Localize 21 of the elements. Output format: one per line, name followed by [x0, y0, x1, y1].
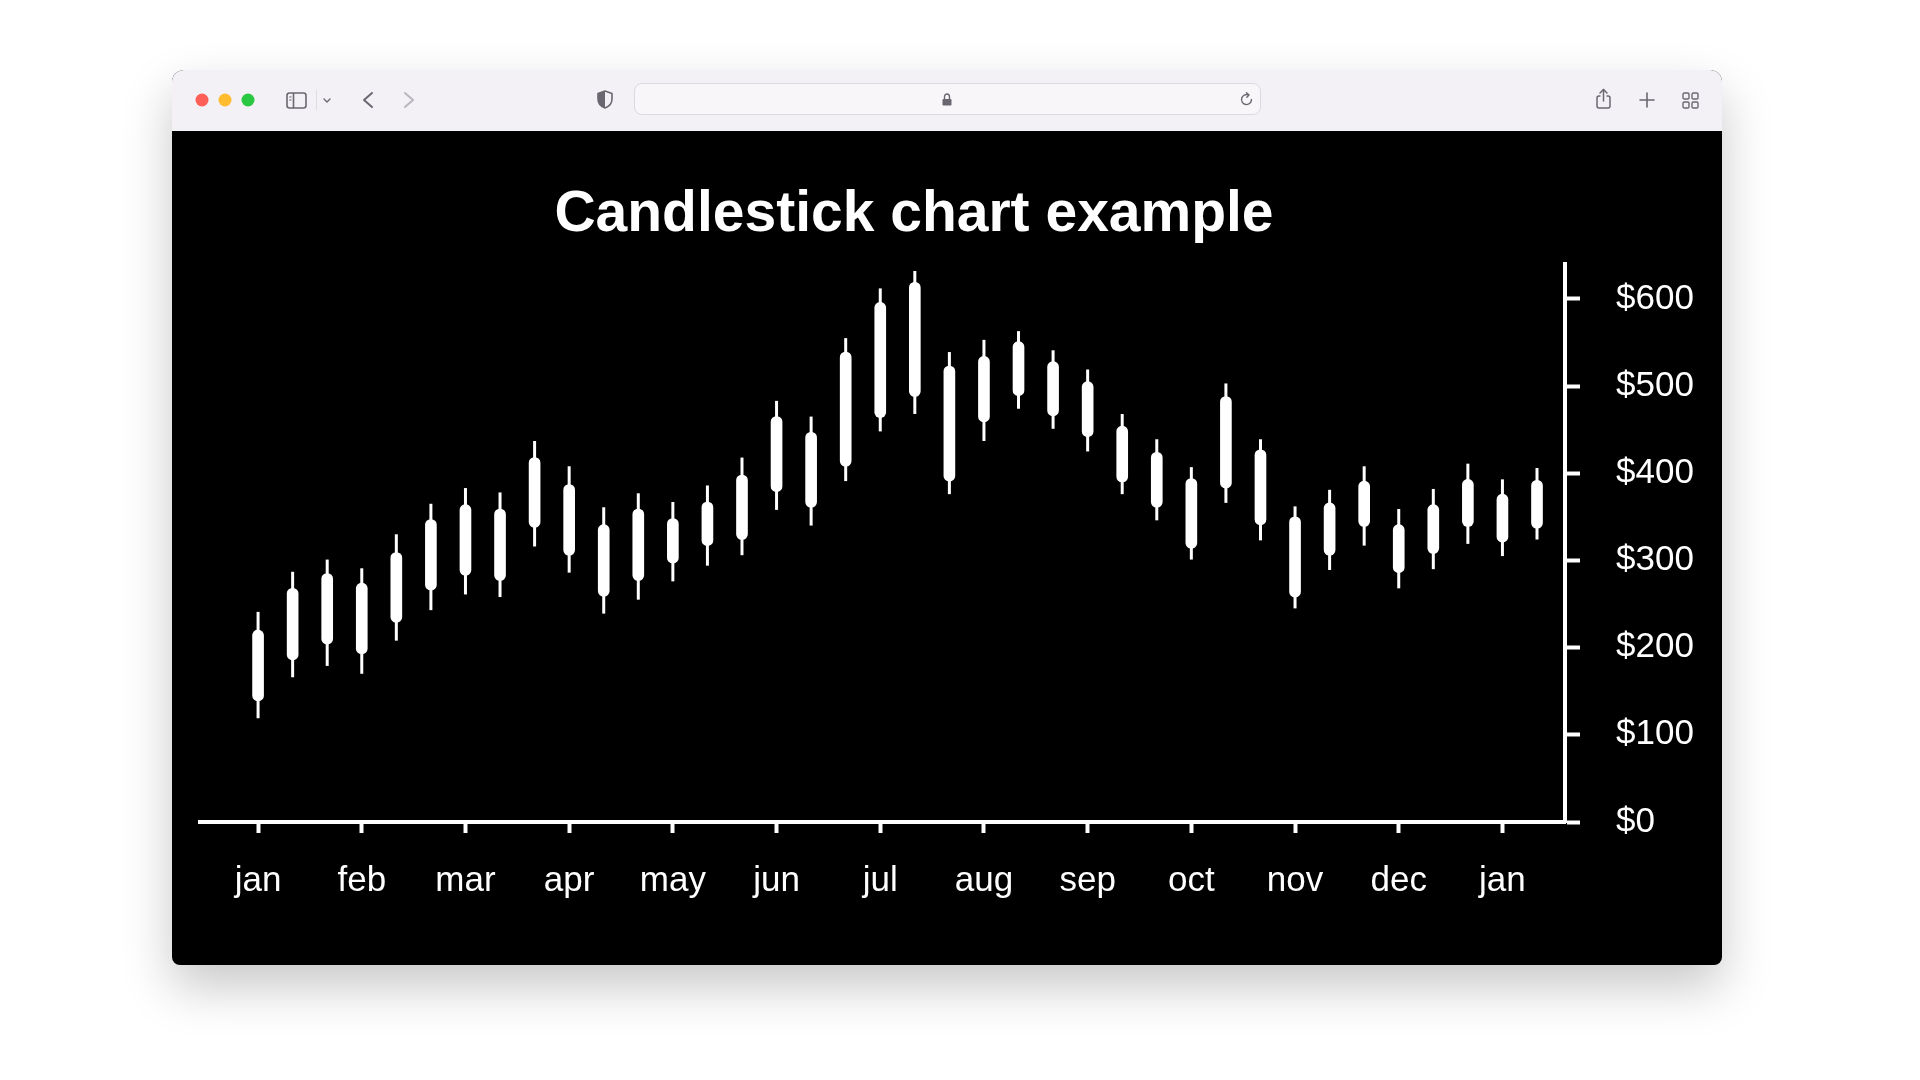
- y-tick-label: $500: [1616, 363, 1694, 403]
- x-tick-label: jan: [233, 858, 282, 898]
- x-tick-label: oct: [1167, 858, 1215, 898]
- y-tick-label: $600: [1616, 276, 1694, 316]
- x-tick-label: jan: [1478, 858, 1526, 898]
- y-tick-label: $300: [1616, 538, 1694, 578]
- x-tick-label: jul: [861, 858, 898, 898]
- x-tick-label: nov: [1266, 858, 1324, 898]
- y-tick-label: $100: [1616, 712, 1694, 752]
- x-tick-label: feb: [337, 858, 387, 898]
- x-tick-label: sep: [1059, 858, 1116, 898]
- x-tick-label: apr: [543, 858, 595, 898]
- y-tick-label: $0: [1616, 799, 1655, 839]
- x-tick-label: mar: [435, 858, 496, 898]
- x-tick-label: dec: [1370, 858, 1427, 898]
- chart-title: Candlestick chart example: [554, 179, 1274, 244]
- y-tick-label: $400: [1616, 450, 1694, 490]
- x-tick-label: aug: [954, 858, 1014, 898]
- y-tick-label: $200: [1616, 625, 1694, 665]
- x-tick-label: may: [639, 858, 707, 898]
- x-tick-label: jun: [752, 858, 800, 898]
